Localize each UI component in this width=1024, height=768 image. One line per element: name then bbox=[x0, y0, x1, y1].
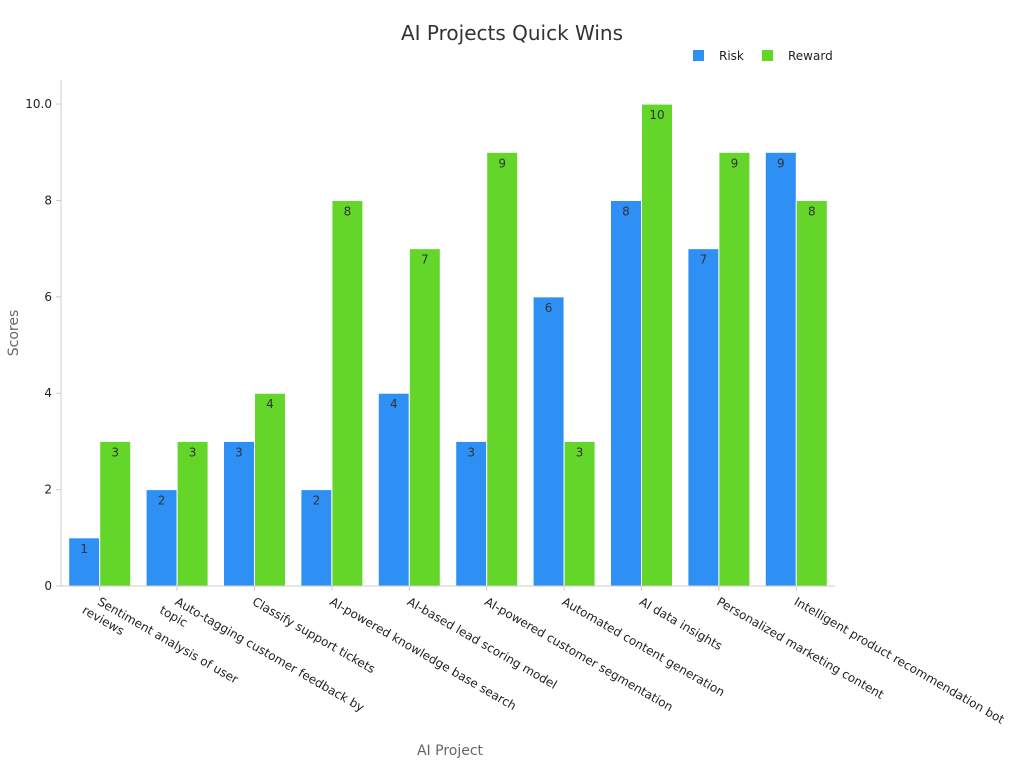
y-tick-label: 10.0 bbox=[25, 97, 52, 111]
bar-value-label: 8 bbox=[344, 204, 352, 218]
x-axis-title: AI Project bbox=[417, 743, 484, 759]
bar-value-label: 7 bbox=[421, 253, 429, 267]
bar-value-label: 2 bbox=[158, 494, 166, 508]
legend: Risk Reward bbox=[693, 49, 833, 63]
bar-reward bbox=[99, 440, 132, 587]
bar-reward bbox=[795, 199, 828, 587]
bar-value-label: 7 bbox=[700, 253, 708, 267]
bar-value-label: 8 bbox=[808, 204, 816, 218]
bar-risk bbox=[223, 440, 255, 587]
bar-value-label: 1 bbox=[80, 542, 88, 556]
bars: 1 3 2 3 3 4 2 8 4 7 3 9 6 3 8 10 7 9 9 8 bbox=[68, 103, 828, 587]
bar-value-label: 9 bbox=[498, 156, 506, 170]
y-tick-label: 2 bbox=[44, 483, 52, 497]
bar-reward bbox=[486, 151, 519, 587]
bar-risk bbox=[455, 440, 488, 587]
bar-value-label: 2 bbox=[313, 494, 321, 508]
y-axis-title: Scores bbox=[6, 310, 22, 357]
bar-value-label: 3 bbox=[235, 445, 243, 459]
bar-value-label: 3 bbox=[111, 445, 119, 459]
bar-risk bbox=[610, 199, 642, 587]
bar-reward bbox=[331, 199, 364, 587]
bar-value-label: 3 bbox=[189, 445, 197, 459]
x-tick-label-line: AI-based lead scoring model bbox=[405, 594, 560, 691]
bar-reward bbox=[254, 392, 286, 587]
legend-swatch-risk bbox=[693, 50, 704, 61]
x-tick-label: Sentiment analysis of userreviews bbox=[80, 590, 241, 700]
bar-risk bbox=[145, 489, 178, 587]
bar-reward bbox=[718, 151, 751, 587]
bar-value-label: 8 bbox=[622, 204, 630, 218]
bar-value-label: 9 bbox=[731, 156, 739, 170]
bar-reward bbox=[176, 440, 209, 587]
y-axis: 0 2 4 6 8 10.0 bbox=[25, 80, 62, 593]
bar-reward bbox=[408, 248, 441, 587]
bar-value-label: 4 bbox=[266, 397, 274, 411]
y-tick-label: 0 bbox=[44, 579, 52, 593]
x-tick-label: AI-based lead scoring model bbox=[405, 594, 560, 691]
bar-value-label: 3 bbox=[467, 445, 475, 459]
bar-risk bbox=[764, 151, 797, 587]
legend-swatch-reward bbox=[762, 50, 773, 61]
y-tick-label: 8 bbox=[44, 193, 52, 207]
bar-reward bbox=[641, 103, 673, 587]
bar-value-label: 10 bbox=[649, 108, 664, 122]
x-axis: Sentiment analysis of userreviews Auto-ta… bbox=[61, 585, 1007, 727]
chart-title: AI Projects Quick Wins bbox=[401, 21, 623, 45]
bar-value-label: 9 bbox=[777, 156, 785, 170]
y-tick-label: 6 bbox=[44, 290, 52, 304]
x-tick-label-line: Classify support tickets bbox=[250, 594, 378, 676]
legend-label-reward: Reward bbox=[788, 49, 833, 63]
bar-value-label: 4 bbox=[390, 397, 398, 411]
bar-reward bbox=[563, 440, 596, 587]
y-tick-label: 4 bbox=[44, 386, 52, 400]
legend-label-risk: Risk bbox=[719, 49, 744, 63]
bar-value-label: 3 bbox=[576, 445, 584, 459]
bar-risk bbox=[687, 248, 720, 587]
bar-risk bbox=[532, 296, 565, 587]
x-tick-label: Classify support tickets bbox=[250, 594, 378, 676]
bar-value-label: 6 bbox=[545, 301, 553, 315]
bar-risk bbox=[300, 489, 333, 587]
bar-risk bbox=[377, 392, 410, 587]
